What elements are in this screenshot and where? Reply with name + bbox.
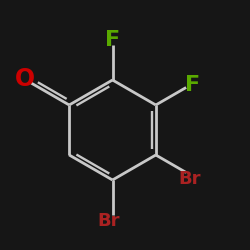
Text: Br: Br bbox=[178, 170, 201, 188]
Text: O: O bbox=[15, 67, 35, 91]
Text: Br: Br bbox=[98, 212, 120, 230]
Text: F: F bbox=[185, 75, 200, 95]
Text: F: F bbox=[106, 30, 120, 50]
